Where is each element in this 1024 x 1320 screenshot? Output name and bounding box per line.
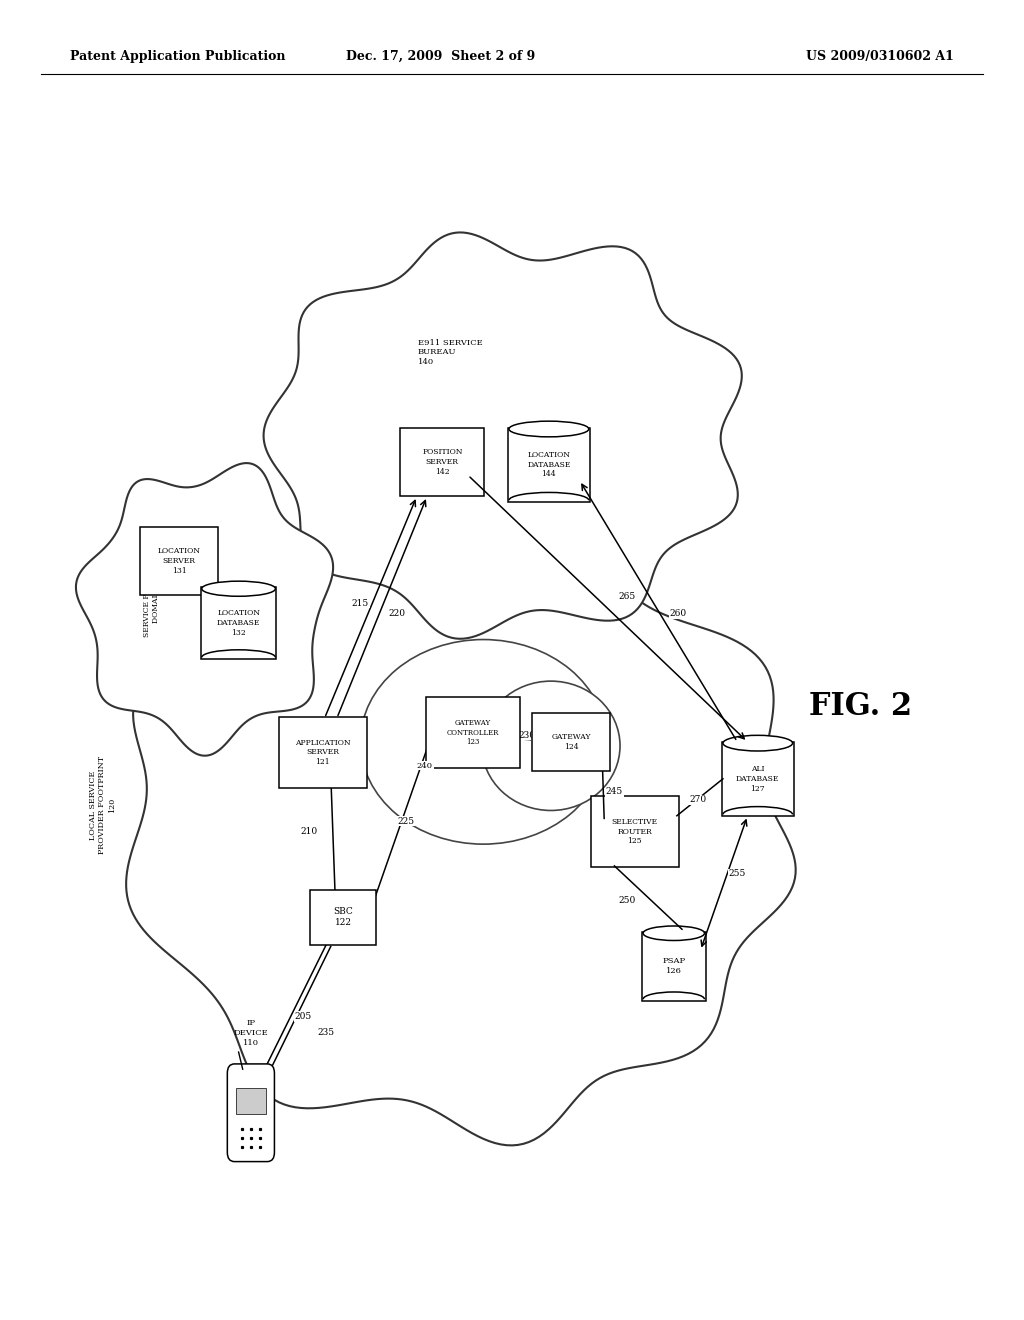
FancyBboxPatch shape	[400, 428, 484, 496]
PathPatch shape	[126, 504, 796, 1146]
Text: 260: 260	[670, 610, 686, 618]
Ellipse shape	[509, 421, 589, 437]
Text: 240: 240	[417, 762, 433, 770]
Text: IP
DEVICE
110: IP DEVICE 110	[233, 1019, 268, 1047]
Ellipse shape	[643, 927, 705, 940]
Text: GATEWAY
CONTROLLER
123: GATEWAY CONTROLLER 123	[446, 719, 500, 746]
Ellipse shape	[360, 640, 606, 845]
Text: 220: 220	[389, 610, 406, 618]
FancyBboxPatch shape	[201, 587, 276, 659]
FancyBboxPatch shape	[532, 713, 610, 771]
FancyBboxPatch shape	[508, 428, 590, 502]
Ellipse shape	[482, 681, 621, 810]
Text: Dec. 17, 2009  Sheet 2 of 9: Dec. 17, 2009 Sheet 2 of 9	[346, 50, 535, 63]
FancyBboxPatch shape	[227, 1064, 274, 1162]
Text: 210: 210	[301, 828, 317, 836]
Text: FIG. 2: FIG. 2	[809, 690, 911, 722]
FancyBboxPatch shape	[642, 932, 706, 1001]
Text: PSAP
126: PSAP 126	[663, 957, 685, 975]
Text: Patent Application Publication: Patent Application Publication	[70, 50, 285, 63]
Ellipse shape	[202, 581, 275, 597]
FancyBboxPatch shape	[236, 1088, 266, 1114]
Text: LOCATION
DATABASE
144: LOCATION DATABASE 144	[527, 451, 570, 478]
Text: SBC
122: SBC 122	[333, 907, 353, 928]
FancyBboxPatch shape	[140, 527, 218, 595]
FancyBboxPatch shape	[279, 717, 367, 788]
Text: 270: 270	[690, 796, 707, 804]
Text: LOCATION
SERVER
131: LOCATION SERVER 131	[158, 548, 201, 574]
PathPatch shape	[263, 232, 741, 639]
Text: ALI
DATABASE
127: ALI DATABASE 127	[736, 766, 779, 792]
FancyBboxPatch shape	[310, 890, 376, 945]
Text: APPLICATION
SERVER
121: APPLICATION SERVER 121	[295, 739, 350, 766]
Ellipse shape	[723, 735, 793, 751]
Text: 225: 225	[397, 817, 414, 825]
Text: LOCAL SERVICE
PROVIDER FOOTPRINT
120: LOCAL SERVICE PROVIDER FOOTPRINT 120	[89, 756, 116, 854]
Text: 235: 235	[317, 1028, 334, 1036]
Text: 250: 250	[618, 896, 635, 904]
Text: 265: 265	[618, 593, 635, 601]
FancyBboxPatch shape	[426, 697, 520, 768]
Text: 245: 245	[606, 788, 623, 796]
Text: LOCATION
DATABASE
132: LOCATION DATABASE 132	[217, 610, 260, 636]
FancyBboxPatch shape	[722, 742, 794, 816]
Text: 230: 230	[519, 731, 536, 739]
Text: SELECTIVE
ROUTER
125: SELECTIVE ROUTER 125	[611, 818, 658, 845]
Text: US 2009/0310602 A1: US 2009/0310602 A1	[807, 50, 954, 63]
Text: E911 SERVICE
BUREAU
140: E911 SERVICE BUREAU 140	[418, 339, 482, 366]
PathPatch shape	[76, 463, 333, 756]
Text: GATEWAY
124: GATEWAY 124	[552, 733, 591, 751]
Text: 255: 255	[729, 870, 745, 878]
Text: POSITION
SERVER
142: POSITION SERVER 142	[422, 449, 463, 475]
Text: 205: 205	[295, 1012, 311, 1020]
Text: 215: 215	[352, 599, 369, 607]
Text: SERVICE PROVIDER
DOMAIN 130: SERVICE PROVIDER DOMAIN 130	[142, 556, 161, 638]
FancyBboxPatch shape	[591, 796, 679, 867]
